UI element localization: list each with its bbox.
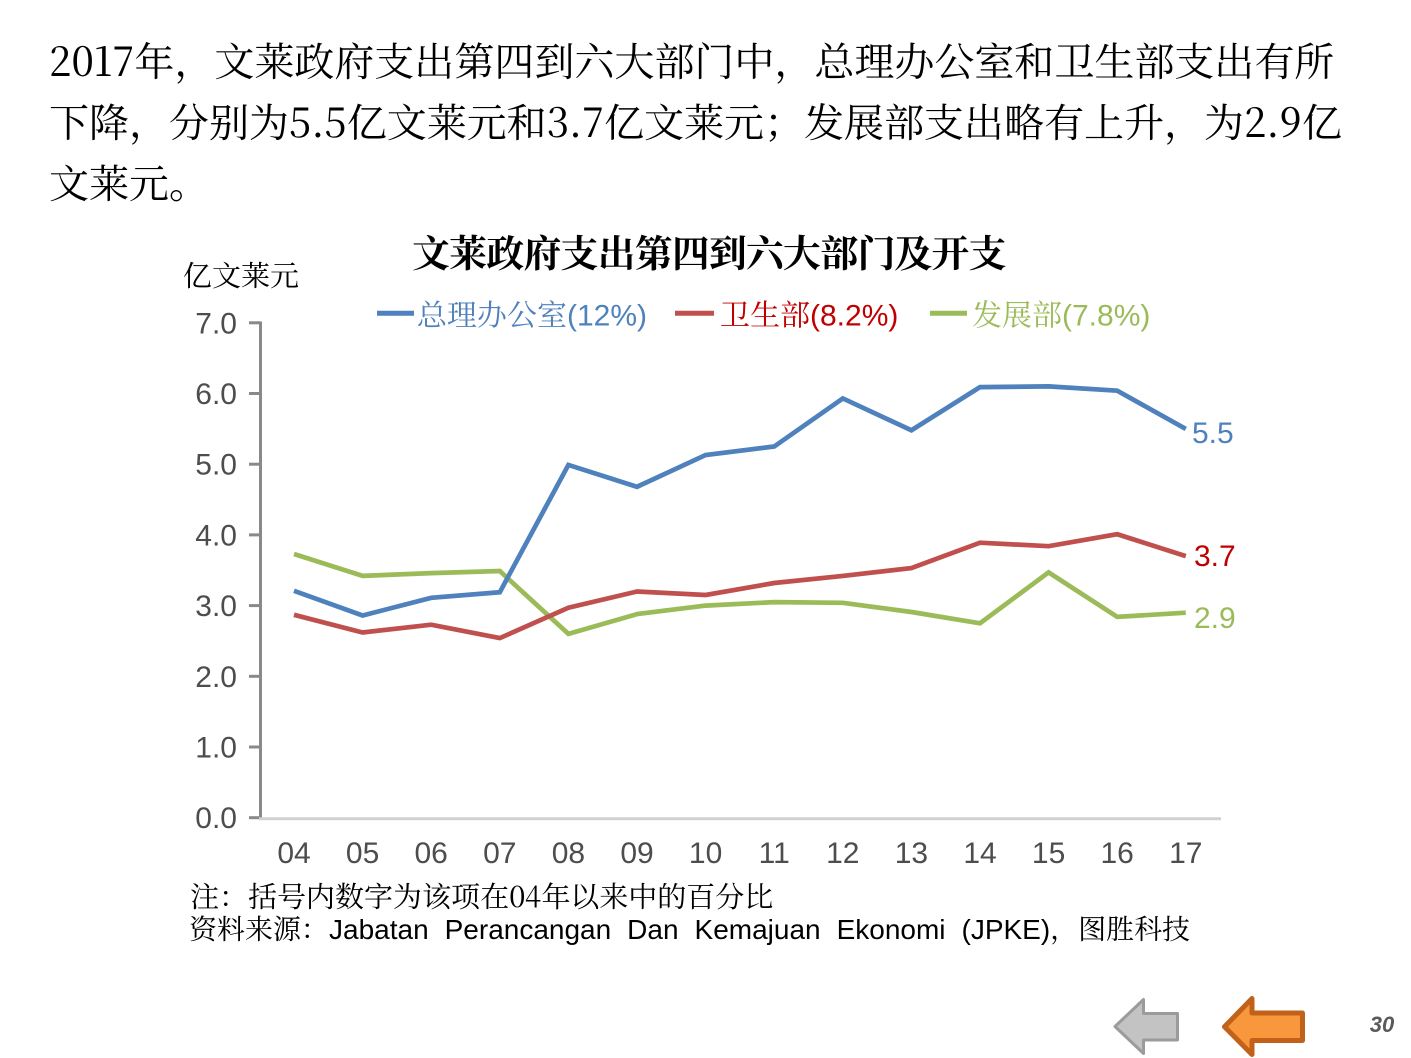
svg-text:10: 10 xyxy=(689,837,722,870)
svg-text:16: 16 xyxy=(1101,837,1134,870)
svg-text:12: 12 xyxy=(826,837,859,870)
svg-text:2.0: 2.0 xyxy=(195,661,237,694)
svg-text:13: 13 xyxy=(895,837,928,870)
svg-text:卫生部(8.2%): 卫生部(8.2%) xyxy=(720,300,898,333)
svg-text:17: 17 xyxy=(1169,837,1202,870)
svg-text:3.0: 3.0 xyxy=(195,590,237,623)
svg-text:15: 15 xyxy=(1032,837,1065,870)
svg-text:5.0: 5.0 xyxy=(195,449,237,482)
svg-text:2.9: 2.9 xyxy=(1194,602,1236,635)
svg-text:发展部(7.8%): 发展部(7.8%) xyxy=(972,300,1150,333)
svg-text:6.0: 6.0 xyxy=(195,378,237,411)
svg-text:4.0: 4.0 xyxy=(195,519,237,552)
svg-text:08: 08 xyxy=(552,837,585,870)
svg-text:0.0: 0.0 xyxy=(195,802,237,835)
svg-text:14: 14 xyxy=(963,837,996,870)
svg-text:5.5: 5.5 xyxy=(1192,417,1234,450)
svg-text:1.0: 1.0 xyxy=(195,732,237,765)
svg-text:05: 05 xyxy=(346,837,379,870)
svg-text:06: 06 xyxy=(415,837,448,870)
svg-text:07: 07 xyxy=(483,837,516,870)
svg-text:11: 11 xyxy=(759,837,790,870)
svg-text:3.7: 3.7 xyxy=(1194,540,1236,573)
svg-text:7.0: 7.0 xyxy=(195,307,237,340)
svg-text:09: 09 xyxy=(620,837,653,870)
svg-text:总理办公室(12%): 总理办公室(12%) xyxy=(417,300,647,333)
svg-text:04: 04 xyxy=(277,837,310,870)
